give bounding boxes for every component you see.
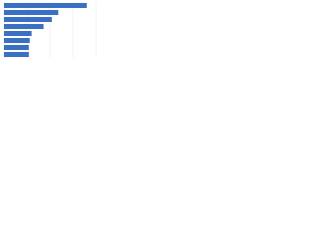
- bar: [4, 23, 44, 30]
- bar: [4, 37, 30, 44]
- page: {"chart_data": {"type": "bar", "orientat…: [0, 0, 100, 71]
- bar: [4, 30, 32, 37]
- bar: [4, 44, 29, 51]
- bar: [4, 2, 87, 9]
- bar: [4, 16, 52, 23]
- bar: [4, 9, 59, 16]
- chart: [3, 2, 97, 58]
- bar: [4, 51, 29, 58]
